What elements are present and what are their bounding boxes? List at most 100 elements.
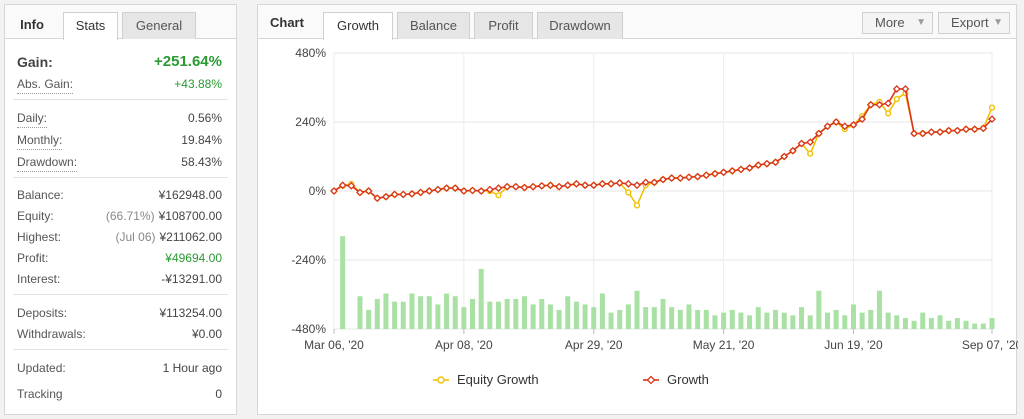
growth-point: [338, 181, 347, 190]
bar: [556, 309, 562, 329]
growth-point: [373, 194, 382, 203]
equity-value-wrap: (66.71%) ¥108700.00: [106, 207, 222, 225]
highest-value-wrap: (Jul 06) ¥211062.00: [115, 228, 222, 246]
growth-point: [910, 129, 918, 138]
growth-point: [771, 158, 780, 167]
chart-panel-title: Chart: [270, 15, 304, 30]
equity-percent: (66.71%): [105, 209, 155, 223]
gain-row: Gain: +251.64%: [17, 53, 222, 73]
bar: [392, 301, 398, 329]
growth-point: [399, 190, 408, 199]
highest-label: Highest:: [17, 230, 62, 244]
bar: [669, 307, 675, 329]
bar: [513, 298, 519, 329]
bar: [764, 312, 770, 329]
tab-growth[interactable]: Growth: [323, 12, 393, 40]
growth-point: [563, 181, 572, 190]
tab-info[interactable]: Info: [20, 17, 44, 32]
bar: [755, 307, 761, 329]
bar: [729, 309, 735, 329]
growth-point: [754, 161, 763, 170]
bar: [400, 301, 406, 329]
withdrawals-label: Withdrawals:: [17, 327, 86, 341]
daily-label[interactable]: Daily:: [17, 109, 48, 128]
bar: [937, 315, 943, 329]
chart-tabbar: Chart Growth Balance Profit Drawdown Mor…: [258, 5, 1016, 40]
daily-value: 0.56%: [187, 111, 222, 125]
tab-drawdown[interactable]: Drawdown: [537, 12, 623, 39]
deposits-label: Deposits:: [17, 306, 68, 320]
export-button[interactable]: Export ▼: [938, 12, 1010, 34]
bar: [963, 320, 969, 329]
withdrawals-value: ¥0.00: [191, 327, 222, 341]
bar: [799, 307, 805, 329]
withdrawals-row: Withdrawals: ¥0.00: [17, 325, 222, 343]
legend-equity-growth-label: Equity Growth: [457, 372, 539, 387]
growth-point: [823, 122, 832, 131]
bar: [686, 304, 692, 329]
y-axis: 480% 240% 0% -240% -480%: [291, 46, 326, 336]
monthly-label[interactable]: Monthly:: [17, 131, 63, 150]
equity-growth-point: [625, 189, 632, 196]
growth-point: [433, 185, 442, 194]
growth-point: [667, 174, 676, 182]
more-button[interactable]: More ▼: [862, 12, 933, 34]
bar: [781, 312, 787, 329]
updated-value: 1 Hour ago: [162, 361, 222, 375]
growth-point: [382, 192, 390, 201]
bar: [989, 318, 995, 329]
bar: [825, 312, 830, 329]
growth-point: [788, 146, 797, 155]
equity-growth-point: [633, 202, 641, 209]
bar: [383, 293, 389, 329]
monthly-value: 19.84%: [181, 133, 222, 147]
balance-label: Balance:: [17, 188, 64, 202]
growth-point: [953, 126, 962, 135]
growth-point: [330, 187, 338, 195]
growth-point: [962, 125, 970, 134]
bar: [894, 315, 900, 329]
chevron-down-icon: ▼: [993, 17, 1003, 28]
growth-point: [745, 164, 754, 172]
growth-point: [849, 120, 858, 129]
growth-point: [390, 190, 399, 199]
tab-balance[interactable]: Balance: [397, 12, 470, 39]
x-tick-label: Sep 07, '20: [962, 338, 1018, 352]
interest-value: -¥13291.00: [161, 272, 222, 286]
drawdown-label[interactable]: Drawdown:: [17, 153, 78, 172]
growth-point: [814, 129, 823, 138]
chart-legend: Equity Growth Growth: [433, 372, 709, 387]
divider: [13, 294, 228, 295]
interest-row: Interest: -¥13291.00: [17, 270, 222, 288]
growth-point: [719, 168, 728, 177]
growth-point: [408, 189, 416, 198]
profit-row: Profit: ¥49694.00: [17, 249, 222, 267]
growth-point: [537, 181, 546, 190]
bar: [625, 304, 631, 329]
bar: [461, 307, 467, 329]
legend-growth-label: Growth: [667, 372, 709, 387]
profit-value: ¥49694.00: [165, 251, 222, 265]
bar: [599, 293, 605, 329]
bar: [747, 315, 753, 329]
bar: [496, 301, 501, 329]
bar: [418, 296, 424, 329]
bar: [435, 304, 441, 329]
bar: [842, 315, 848, 329]
abs-gain-label[interactable]: Abs. Gain:: [17, 75, 74, 94]
bar: [850, 304, 856, 329]
equity-value: ¥108700.00: [158, 209, 222, 223]
growth-point: [702, 171, 711, 180]
growth-point: [607, 179, 615, 188]
tracking-value: 0: [215, 387, 222, 401]
tab-general[interactable]: General: [122, 12, 196, 39]
bar: [833, 309, 839, 329]
gain-value: +251.64%: [154, 53, 222, 70]
growth-point: [875, 100, 884, 109]
more-label: More: [875, 15, 905, 30]
tab-stats[interactable]: Stats: [63, 12, 118, 40]
bar: [374, 298, 380, 329]
bar: [617, 309, 623, 329]
tab-profit[interactable]: Profit: [474, 12, 533, 39]
tracking-label: Tracking: [17, 387, 63, 401]
